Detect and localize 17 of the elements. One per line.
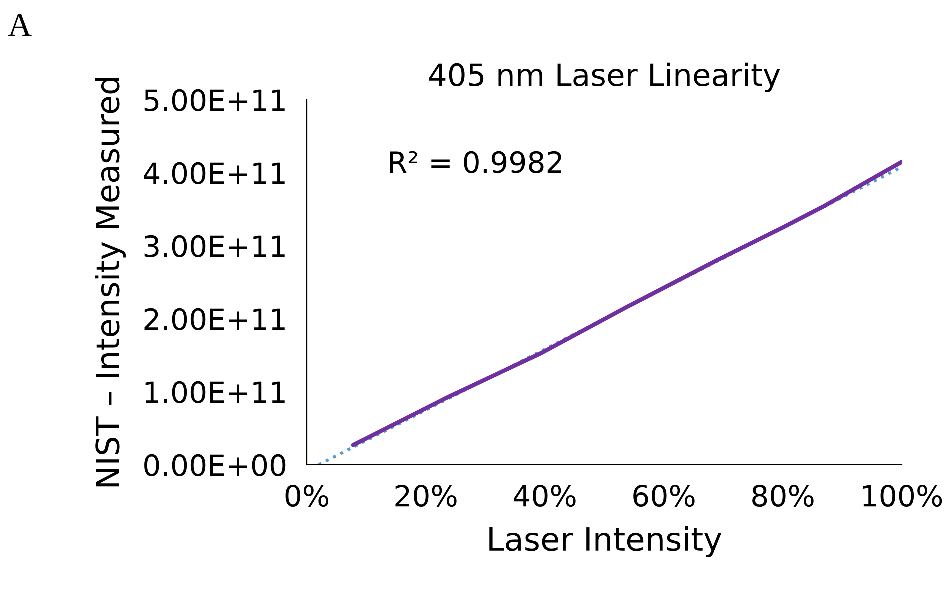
y-axis-title: NIST – Intensity Measured xyxy=(95,78,126,487)
text: A xyxy=(8,14,32,36)
y-tick-label: 4.00E+11 xyxy=(144,162,285,184)
y-tick-label: 0.00E+00 xyxy=(144,454,286,476)
annotation: R² = 0.9982 xyxy=(390,151,562,174)
x-tick-label: 100% xyxy=(864,484,942,508)
y-tick-label: 5.00E+11 xyxy=(144,89,285,112)
chart-title: 405 nm Laser Linearity xyxy=(429,62,780,92)
x-tick-label: 80% xyxy=(752,484,814,508)
x-tick-label: 40% xyxy=(514,484,576,508)
x-tick-label: 0% xyxy=(286,484,329,508)
x-tick-label: 20% xyxy=(396,484,457,508)
y-tick-label: 3.00E+11 xyxy=(144,235,285,258)
y-tick-label: 1.00E+11 xyxy=(146,381,285,404)
x-axis-title: Laser Intensity xyxy=(490,526,722,558)
x-tick-label: 60% xyxy=(634,484,695,508)
y-tick-label: 2.00E+11 xyxy=(144,308,285,330)
